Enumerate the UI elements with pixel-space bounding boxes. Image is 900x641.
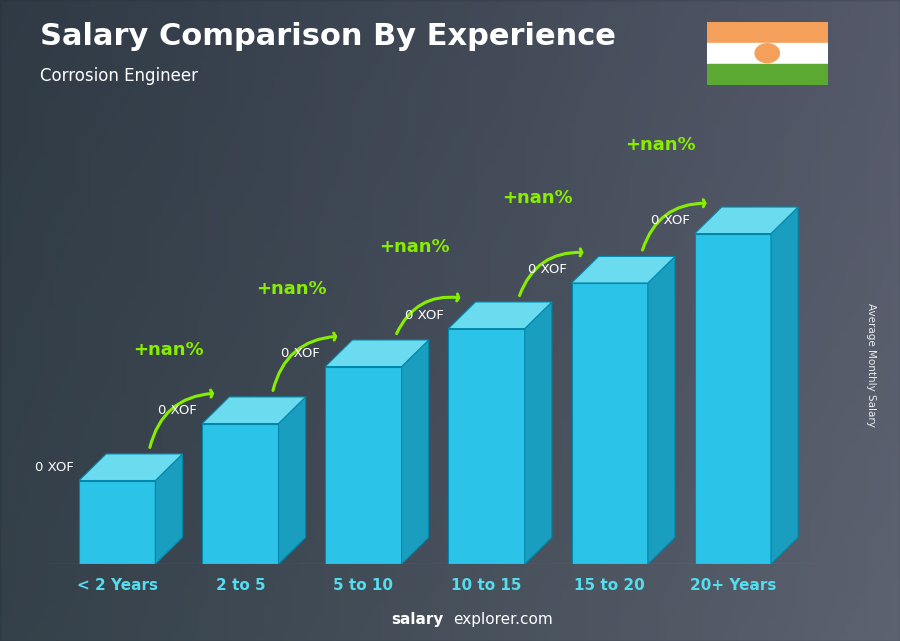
Text: +nan%: +nan% [133, 341, 203, 359]
Polygon shape [572, 256, 675, 283]
Text: +nan%: +nan% [502, 189, 573, 207]
Text: salary: salary [392, 612, 444, 627]
Text: Corrosion Engineer: Corrosion Engineer [40, 67, 199, 85]
Bar [706, 43, 828, 63]
Text: 0 XOF: 0 XOF [158, 404, 197, 417]
Polygon shape [202, 424, 278, 564]
Bar [706, 63, 828, 85]
Bar [706, 22, 828, 43]
Text: Salary Comparison By Experience: Salary Comparison By Experience [40, 22, 616, 51]
Text: 0 XOF: 0 XOF [405, 309, 444, 322]
Polygon shape [448, 329, 525, 564]
Polygon shape [648, 256, 675, 564]
Text: 0 XOF: 0 XOF [527, 263, 567, 276]
Circle shape [755, 44, 779, 63]
Polygon shape [278, 397, 306, 564]
Text: +nan%: +nan% [379, 238, 450, 256]
Polygon shape [401, 340, 428, 564]
Text: +nan%: +nan% [626, 136, 696, 154]
Polygon shape [448, 302, 552, 329]
Polygon shape [79, 454, 183, 481]
Text: Average Monthly Salary: Average Monthly Salary [866, 303, 877, 428]
Text: 0 XOF: 0 XOF [651, 213, 689, 227]
Polygon shape [156, 454, 183, 564]
FancyBboxPatch shape [703, 19, 832, 87]
Polygon shape [771, 207, 798, 564]
Text: explorer.com: explorer.com [453, 612, 553, 627]
Polygon shape [325, 367, 401, 564]
Text: +nan%: +nan% [256, 280, 327, 298]
Polygon shape [695, 207, 798, 233]
Polygon shape [525, 302, 552, 564]
Polygon shape [202, 397, 306, 424]
Polygon shape [325, 340, 428, 367]
Polygon shape [695, 233, 771, 564]
Polygon shape [572, 283, 648, 564]
Text: 0 XOF: 0 XOF [282, 347, 320, 360]
Polygon shape [79, 481, 156, 564]
Text: 0 XOF: 0 XOF [35, 461, 74, 474]
